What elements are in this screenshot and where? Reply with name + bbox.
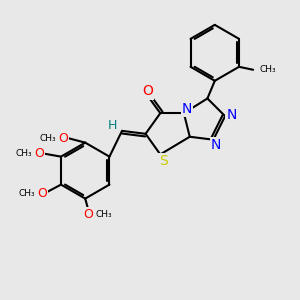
Text: O: O <box>37 187 47 200</box>
Text: N: N <box>211 138 221 152</box>
Text: N: N <box>226 108 237 122</box>
Text: N: N <box>182 102 192 116</box>
Text: CH₃: CH₃ <box>40 134 56 143</box>
Text: O: O <box>142 84 153 98</box>
Text: O: O <box>83 208 93 221</box>
Text: CH₃: CH₃ <box>259 65 276 74</box>
Text: O: O <box>34 147 44 160</box>
Text: CH₃: CH₃ <box>15 148 32 158</box>
Text: O: O <box>58 132 68 145</box>
Text: CH₃: CH₃ <box>18 189 35 198</box>
Text: S: S <box>159 154 168 168</box>
Text: H: H <box>108 119 117 132</box>
Text: CH₃: CH₃ <box>95 210 112 219</box>
